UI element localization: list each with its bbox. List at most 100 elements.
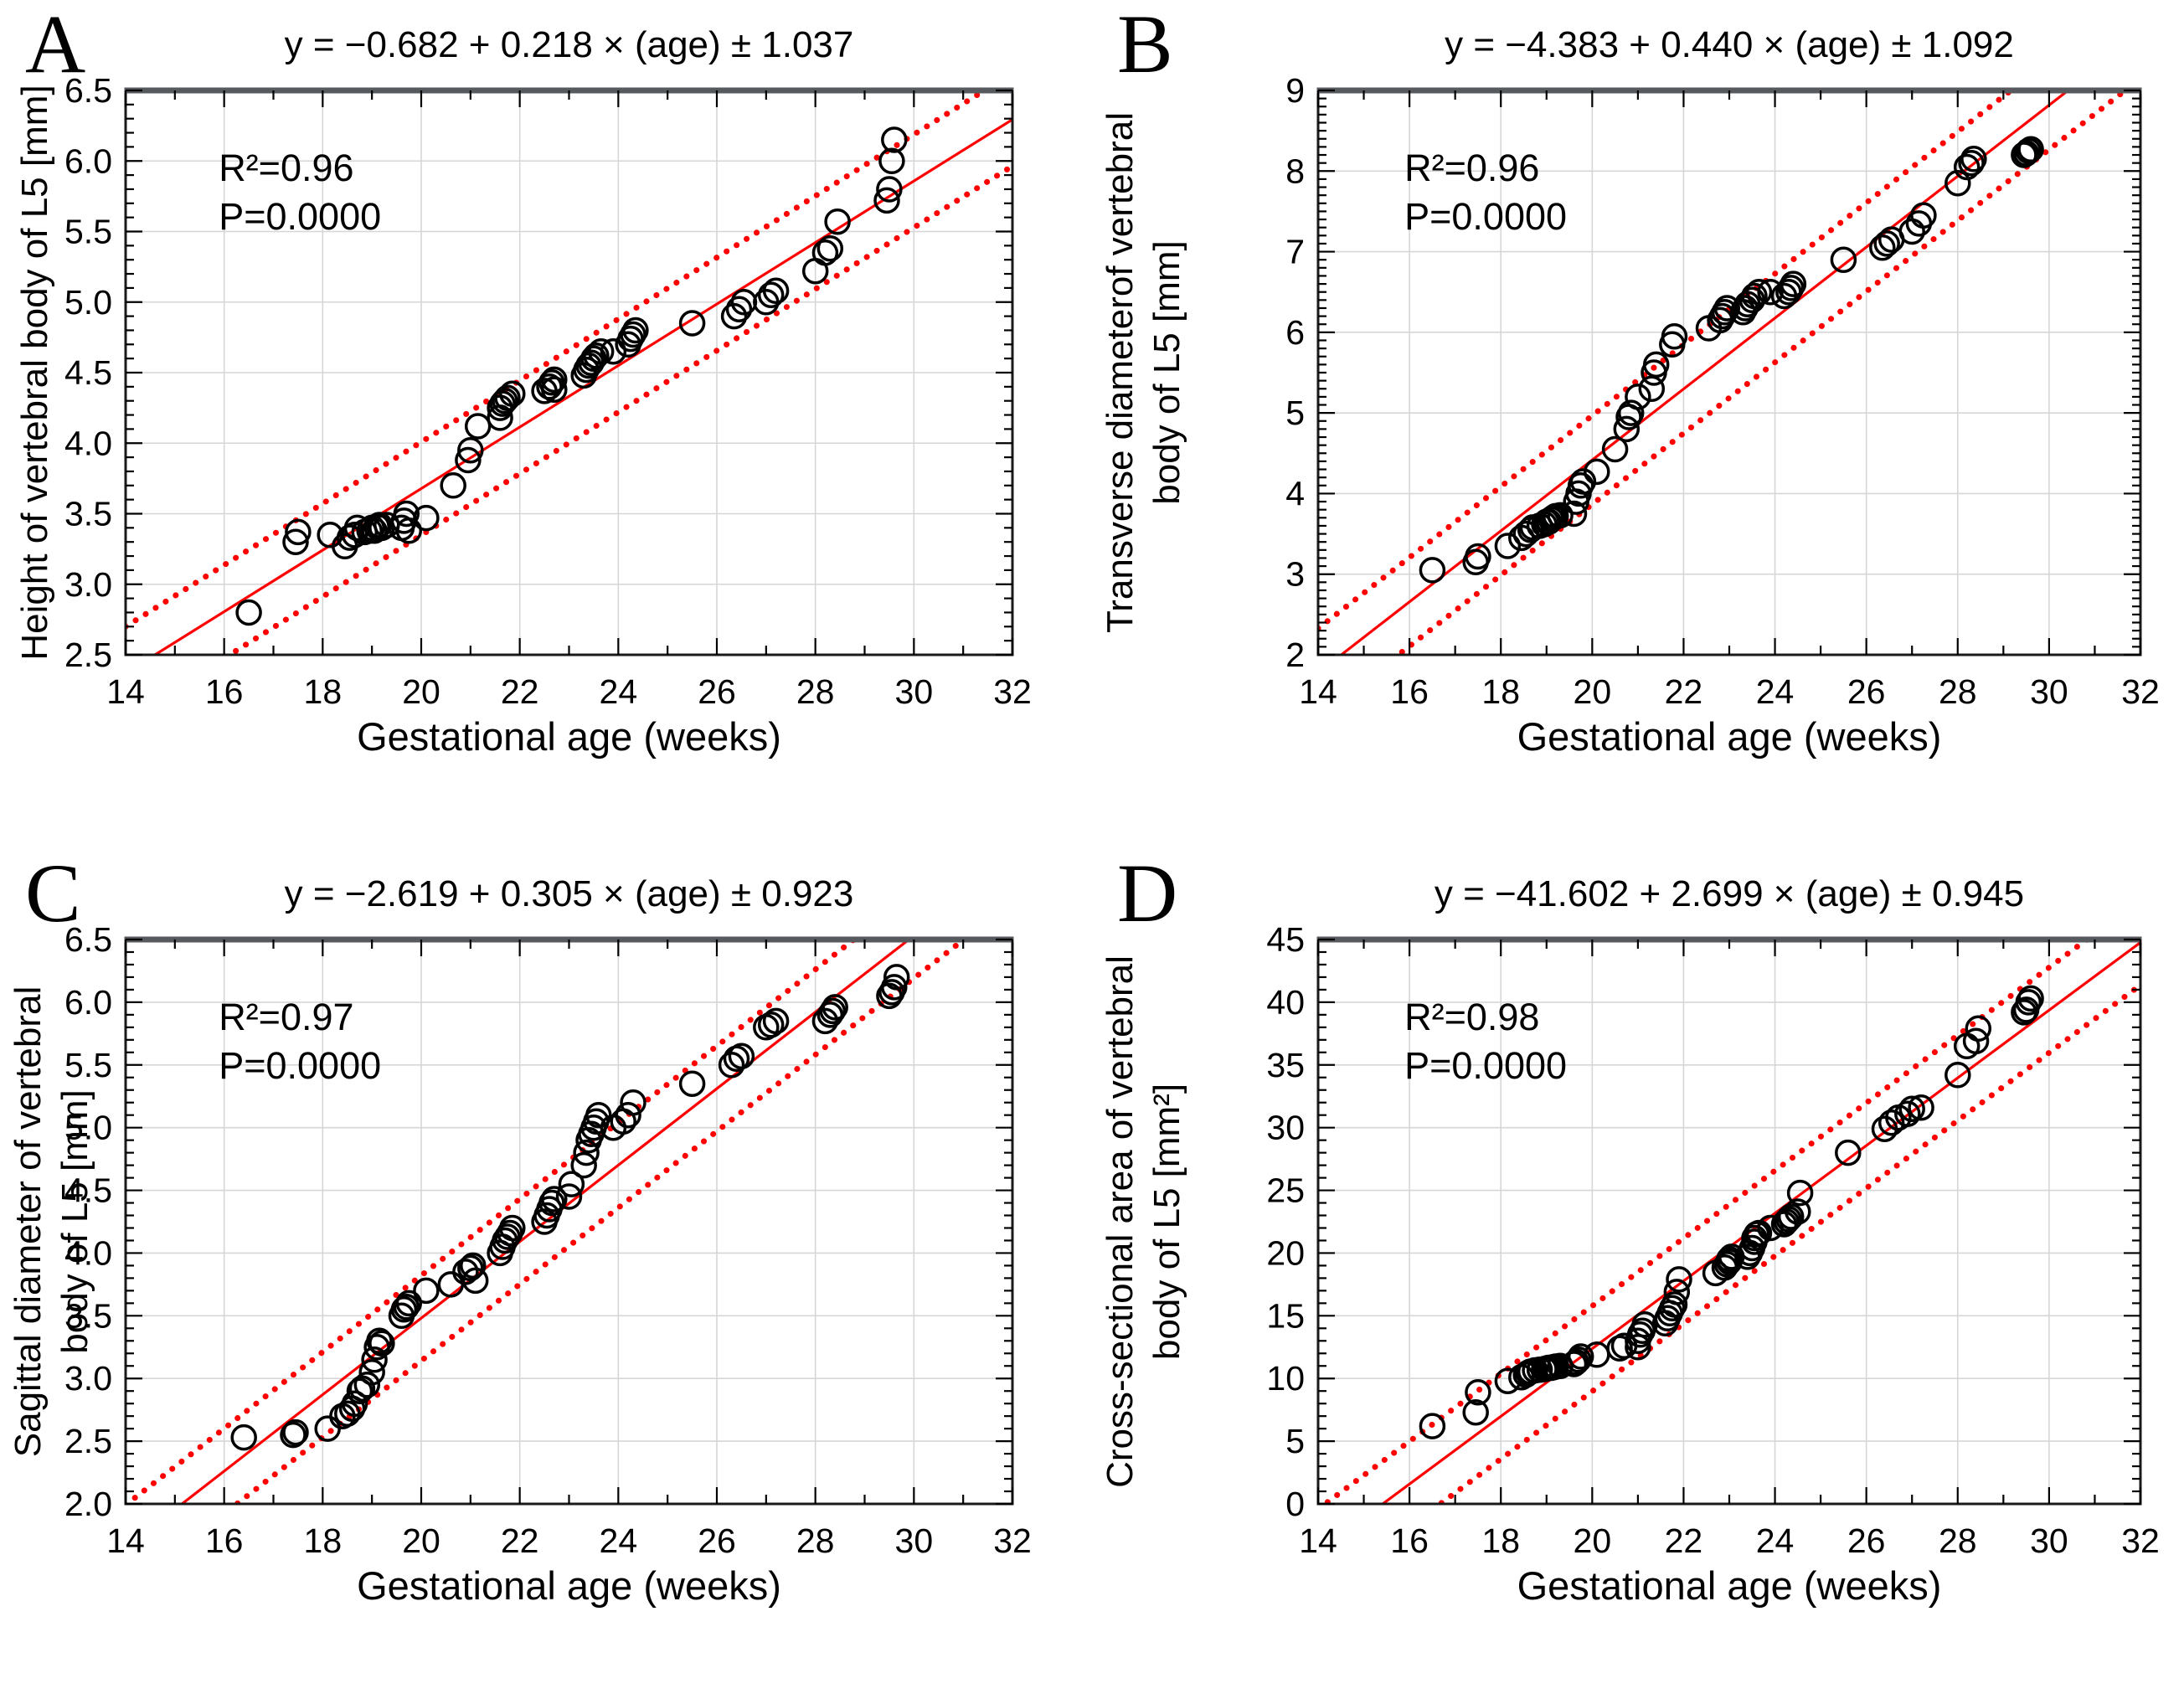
svg-text:18: 18 bbox=[304, 1521, 343, 1560]
data-point bbox=[393, 1294, 420, 1321]
svg-text:22: 22 bbox=[501, 1521, 539, 1560]
svg-text:3.0: 3.0 bbox=[64, 1359, 112, 1398]
data-point bbox=[2017, 136, 2044, 163]
svg-text:14: 14 bbox=[106, 1521, 145, 1560]
tick-labels: 14 16 18 20 22 24 26 28 30 32 2 3 4 5 6 7 8 9 bbox=[1285, 71, 2160, 711]
data-point bbox=[811, 239, 839, 266]
data-point bbox=[555, 1183, 583, 1210]
data-point bbox=[1830, 246, 1857, 273]
svg-text:30: 30 bbox=[2030, 672, 2068, 711]
regression-equation-c: y = −2.619 + 0.305 × (age) ± 0.923 bbox=[284, 873, 854, 914]
svg-text:6.0: 6.0 bbox=[64, 142, 112, 180]
data-point bbox=[464, 413, 492, 440]
data-point bbox=[728, 1043, 755, 1070]
p-value: P=0.0000 bbox=[219, 195, 381, 238]
data-point bbox=[1741, 282, 1768, 310]
data-point bbox=[1745, 1219, 1773, 1247]
x-axis-title-a: Gestational age (weeks) bbox=[357, 714, 781, 759]
svg-text:30: 30 bbox=[1266, 1109, 1305, 1147]
data-point bbox=[499, 1214, 526, 1242]
data-point bbox=[1560, 500, 1588, 528]
svg-text:5.0: 5.0 bbox=[64, 283, 112, 322]
svg-text:body of L5 [mm²]: body of L5 [mm²] bbox=[1146, 1084, 1187, 1360]
regression-layer bbox=[1318, 90, 2130, 655]
svg-text:26: 26 bbox=[698, 672, 736, 711]
svg-text:26: 26 bbox=[698, 1521, 736, 1560]
svg-text:6.5: 6.5 bbox=[64, 71, 112, 110]
data-point bbox=[1777, 275, 1805, 301]
data-points bbox=[230, 964, 910, 1451]
data-point bbox=[361, 1346, 388, 1373]
data-point bbox=[678, 310, 706, 337]
data-point bbox=[413, 1277, 440, 1305]
tick-labels: 14 16 18 20 22 24 26 28 30 32 0 5 10 15 20 25 30 35 40 45 bbox=[1266, 920, 2159, 1560]
svg-text:32: 32 bbox=[2121, 1521, 2160, 1560]
svg-text:30: 30 bbox=[2030, 1521, 2068, 1560]
regression-equation-d: y = −41.602 + 2.699 × (age) ± 0.945 bbox=[1434, 873, 2025, 914]
data-point bbox=[622, 317, 649, 344]
data-point bbox=[1565, 1346, 1592, 1373]
data-point bbox=[1584, 458, 1610, 486]
data-point bbox=[1617, 399, 1645, 426]
data-point bbox=[1898, 1095, 1925, 1122]
panel-letter-a: A bbox=[25, 0, 86, 90]
gridlines bbox=[1318, 90, 2140, 655]
data-point bbox=[314, 1415, 341, 1442]
data-point bbox=[1908, 1094, 1934, 1121]
svg-text:40: 40 bbox=[1266, 983, 1305, 1022]
data-point bbox=[1465, 1378, 1491, 1406]
data-point bbox=[1465, 543, 1491, 570]
data-point bbox=[1713, 295, 1741, 322]
data-point bbox=[573, 1139, 600, 1166]
confidence-band-lower bbox=[1435, 981, 2140, 1504]
data-point bbox=[1494, 533, 1522, 559]
p-value: P=0.0000 bbox=[219, 1044, 381, 1087]
svg-text:4.0: 4.0 bbox=[64, 424, 112, 462]
svg-text:5.0: 5.0 bbox=[64, 1109, 112, 1147]
data-point bbox=[878, 147, 905, 175]
svg-text:45: 45 bbox=[1266, 920, 1305, 959]
data-point bbox=[757, 281, 785, 309]
data-point bbox=[2017, 985, 2044, 1012]
svg-text:16: 16 bbox=[1390, 1521, 1429, 1560]
axis-ticks bbox=[124, 938, 1014, 1506]
svg-text:3.0: 3.0 bbox=[64, 565, 112, 604]
data-point bbox=[883, 964, 910, 991]
svg-text:7: 7 bbox=[1285, 233, 1305, 271]
panel-letter-c: C bbox=[25, 849, 81, 940]
data-point bbox=[583, 342, 610, 369]
svg-text:20: 20 bbox=[402, 1521, 440, 1560]
svg-text:24: 24 bbox=[1756, 672, 1795, 711]
data-point bbox=[1547, 502, 1574, 529]
data-point bbox=[1944, 169, 1971, 197]
y-axis-title: Height of vertebral body of L5 [mm] bbox=[14, 85, 55, 660]
svg-text:0: 0 bbox=[1285, 1485, 1305, 1523]
p-value: P=0.0000 bbox=[1404, 195, 1567, 238]
svg-text:32: 32 bbox=[993, 672, 1032, 711]
svg-text:10: 10 bbox=[1266, 1359, 1305, 1398]
svg-text:32: 32 bbox=[993, 1521, 1032, 1560]
scatter-plot-c: 14 16 18 20 22 24 26 28 30 32 2.0 2.5 3.0 3.5 4.0 4.5 5.… bbox=[8, 920, 1032, 1560]
svg-text:26: 26 bbox=[1847, 672, 1886, 711]
data-point bbox=[720, 302, 748, 330]
svg-text:4.0: 4.0 bbox=[64, 1233, 112, 1272]
r-squared-value: R²=0.98 bbox=[1404, 996, 1539, 1038]
svg-text:5: 5 bbox=[1285, 1422, 1305, 1460]
gridlines bbox=[126, 940, 1012, 1504]
data-points bbox=[1419, 136, 2044, 584]
data-point bbox=[600, 337, 627, 365]
svg-text:24: 24 bbox=[600, 1521, 638, 1560]
scatter-plot-b: 14 16 18 20 22 24 26 28 30 32 2 3 4 5 6 7 8 9 R²=0.96 P=0.0… bbox=[1100, 71, 2160, 711]
svg-text:3.5: 3.5 bbox=[64, 1296, 112, 1335]
data-point bbox=[1625, 384, 1651, 410]
data-point bbox=[1569, 468, 1597, 495]
svg-text:35: 35 bbox=[1266, 1046, 1305, 1084]
data-point bbox=[1869, 234, 1896, 261]
axis-ticks bbox=[1316, 938, 2142, 1506]
regression-layer bbox=[126, 90, 1012, 655]
x-axis-title-b: Gestational age (weeks) bbox=[1517, 714, 1942, 759]
data-point bbox=[881, 974, 908, 1001]
svg-text:24: 24 bbox=[600, 672, 638, 711]
svg-text:8: 8 bbox=[1285, 152, 1305, 190]
svg-text:Cross-sectional area of verteb: Cross-sectional area of vertebral bbox=[1100, 955, 1141, 1488]
